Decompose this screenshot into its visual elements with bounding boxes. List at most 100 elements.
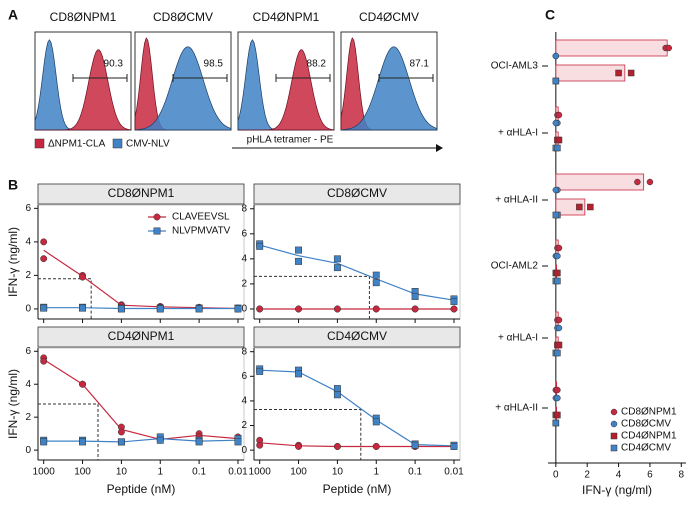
point xyxy=(646,178,654,186)
point xyxy=(576,203,583,211)
point xyxy=(40,304,48,312)
point xyxy=(555,136,563,144)
y-tick-label: 2 xyxy=(25,270,31,281)
legend-swatch xyxy=(112,138,123,149)
point xyxy=(554,252,561,260)
gate-value: 88.2 xyxy=(307,59,327,70)
point xyxy=(40,255,48,263)
point xyxy=(156,436,164,444)
bar xyxy=(555,173,645,191)
point xyxy=(411,441,419,449)
plot-title: CD4ØCMV xyxy=(327,329,387,343)
point xyxy=(117,438,125,446)
point xyxy=(333,443,341,450)
point xyxy=(79,380,86,388)
panel-letter: B xyxy=(8,177,18,193)
point xyxy=(195,305,203,313)
point xyxy=(40,357,48,365)
point xyxy=(610,444,618,452)
point xyxy=(555,341,563,349)
header xyxy=(253,326,461,348)
y-tick-label: 6 xyxy=(25,203,31,214)
point xyxy=(372,305,380,313)
point xyxy=(295,443,302,450)
legend-swatch xyxy=(34,138,45,149)
point xyxy=(552,186,560,194)
point xyxy=(117,305,125,313)
line xyxy=(43,307,238,310)
point xyxy=(256,441,264,449)
point xyxy=(333,305,341,313)
category-label: + αHLA-I xyxy=(498,333,538,344)
gate-value: 87.1 xyxy=(410,59,430,70)
x-tick-label: 0.1 xyxy=(408,467,422,478)
category-label: + αHLA-II xyxy=(495,403,538,414)
x-tick-label: 10 xyxy=(332,467,344,478)
x-tick-label: 100 xyxy=(290,467,307,478)
plot-title: CD8ØNPM1 xyxy=(50,10,117,24)
point xyxy=(552,119,560,127)
point xyxy=(552,77,560,85)
point xyxy=(411,305,419,313)
y-tick-label: 0 xyxy=(25,445,31,456)
y-tick-label: 8 xyxy=(241,203,247,214)
y-tick-label: 0 xyxy=(241,445,247,456)
x-tick-label: 100 xyxy=(74,467,91,478)
point xyxy=(450,298,458,305)
legend-label: CD8ØCMV xyxy=(621,419,671,430)
bar xyxy=(555,39,668,57)
histogram xyxy=(134,46,232,131)
x-tick-label: 1000 xyxy=(33,467,56,478)
point xyxy=(195,438,203,446)
plot-title: CD4ØCMV xyxy=(359,10,419,24)
point xyxy=(153,227,161,235)
category-label: + αHLA-II xyxy=(495,195,538,206)
x-axis-label: Peptide (nM) xyxy=(323,482,392,496)
point xyxy=(333,255,341,263)
y-tick-label: 8 xyxy=(241,346,247,357)
point xyxy=(117,428,125,436)
line xyxy=(43,249,239,310)
histogram xyxy=(35,49,132,131)
line xyxy=(259,442,454,448)
line xyxy=(43,358,239,441)
point xyxy=(554,386,561,394)
x-tick-label: 2 xyxy=(584,470,590,481)
gate xyxy=(172,74,228,82)
point xyxy=(372,443,380,450)
x-tick-label: 1 xyxy=(373,467,379,478)
point xyxy=(554,349,561,357)
category-label: OCI-AML2 xyxy=(491,261,539,272)
legend-label: CMV-NLV xyxy=(126,139,170,150)
y-tick-label: 4 xyxy=(241,254,247,265)
point xyxy=(450,305,458,313)
y-tick-label: 2 xyxy=(241,279,247,290)
ec50-guide xyxy=(254,409,362,460)
histogram xyxy=(340,46,438,131)
point xyxy=(256,242,264,250)
point xyxy=(79,304,86,312)
point xyxy=(555,324,563,332)
point xyxy=(156,305,164,313)
line xyxy=(43,437,239,443)
point xyxy=(372,279,380,287)
point xyxy=(555,111,563,119)
x-tick-label: 10 xyxy=(116,467,128,478)
point xyxy=(554,269,561,277)
point xyxy=(587,203,594,211)
point xyxy=(234,305,242,313)
y-axis-label: IFN-γ (ng/ml) xyxy=(6,369,20,439)
point xyxy=(552,419,560,427)
point xyxy=(411,293,419,300)
gate xyxy=(275,74,331,82)
point xyxy=(234,438,242,446)
plot-title: CD4ØNPM1 xyxy=(108,329,175,343)
plot-title: CD4ØNPM1 xyxy=(253,10,320,24)
point xyxy=(295,305,302,313)
x-axis-label: IFN-γ (ng/ml) xyxy=(582,483,652,497)
x-tick-label: 6 xyxy=(647,470,653,481)
plot-title: CD8ØCMV xyxy=(153,10,213,24)
bar xyxy=(555,198,586,216)
point xyxy=(552,211,560,219)
legend-label: CD4ØCMV xyxy=(621,443,671,454)
